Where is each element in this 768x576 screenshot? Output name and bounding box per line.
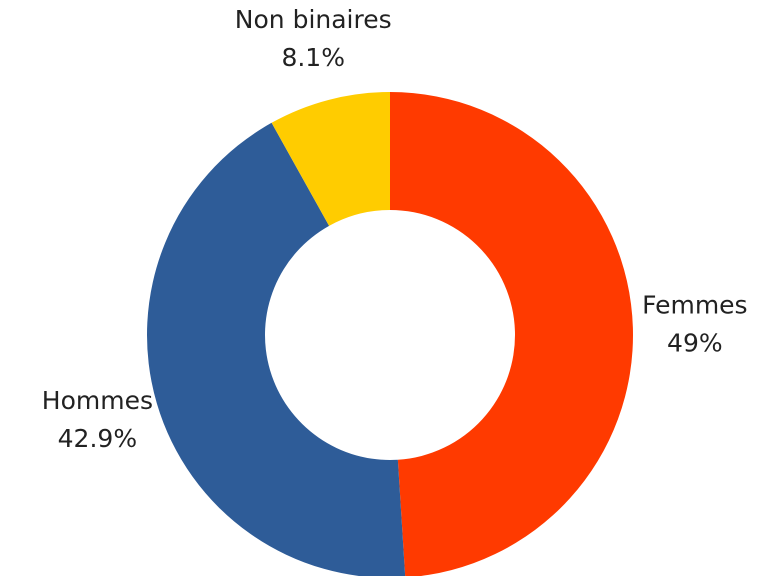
slice-value-label: 49% — [667, 328, 723, 357]
slice-label: Non binaires — [235, 5, 392, 34]
donut-slice — [390, 92, 633, 576]
slice-label: Femmes — [642, 290, 748, 319]
slice-value-label: 42.9% — [58, 424, 137, 453]
donut-slice — [271, 92, 390, 226]
donut-slice — [147, 122, 406, 576]
slice-label: Hommes — [42, 386, 153, 415]
slice-value-label: 8.1% — [281, 43, 345, 72]
